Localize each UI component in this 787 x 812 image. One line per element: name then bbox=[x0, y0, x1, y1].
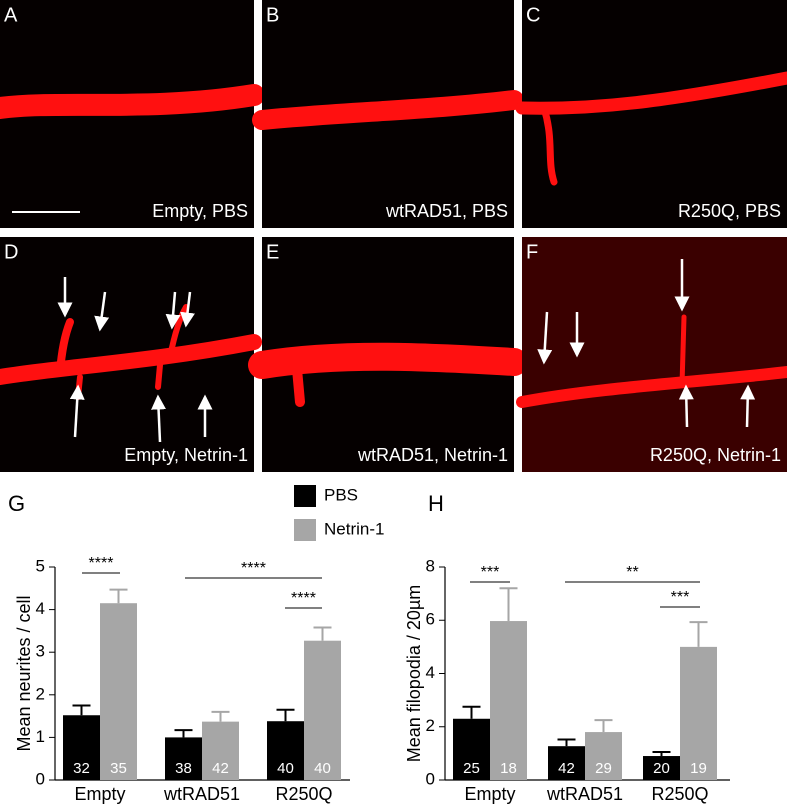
arrow bbox=[678, 384, 694, 428]
bar bbox=[585, 732, 622, 780]
panel-letter: F bbox=[526, 241, 538, 263]
panel-letter: B bbox=[266, 4, 279, 26]
arrow bbox=[537, 311, 553, 365]
significance-label: **** bbox=[291, 590, 316, 607]
y-tick-label: 4 bbox=[36, 599, 45, 618]
bar bbox=[304, 640, 341, 780]
n-label: 42 bbox=[212, 760, 229, 777]
x-tick-label: R250Q bbox=[651, 784, 708, 804]
panel-caption: wtRAD51, PBS bbox=[385, 201, 508, 221]
panel-letter: A bbox=[4, 4, 18, 26]
bar bbox=[100, 603, 137, 780]
neurite bbox=[0, 84, 265, 119]
bar bbox=[165, 737, 202, 780]
panel-caption: Empty, Netrin-1 bbox=[124, 445, 248, 465]
y-tick-label: 5 bbox=[36, 556, 45, 575]
panel-caption: R250Q, PBS bbox=[678, 201, 781, 221]
neurite bbox=[0, 334, 262, 385]
n-label: 40 bbox=[277, 760, 294, 777]
micrograph: C R250Q, PBS bbox=[515, 0, 787, 228]
neurite bbox=[516, 366, 787, 408]
arrow bbox=[94, 291, 110, 332]
legend-label: Netrin-1 bbox=[324, 519, 384, 538]
y-axis-label: Mean neurites / cell bbox=[14, 595, 34, 751]
n-label: 32 bbox=[73, 760, 90, 777]
bar bbox=[63, 715, 100, 780]
y-tick-label: 8 bbox=[426, 556, 435, 575]
neurite bbox=[248, 342, 528, 379]
y-tick-label: 3 bbox=[36, 642, 45, 661]
neurite bbox=[155, 362, 163, 390]
micrograph: A Empty, PBS bbox=[0, 0, 265, 228]
significance-label: *** bbox=[481, 564, 500, 581]
y-tick-label: 2 bbox=[426, 716, 435, 735]
neurite bbox=[679, 314, 687, 388]
neurite bbox=[56, 318, 74, 376]
panel-letter: E bbox=[266, 241, 279, 263]
panel-letter: C bbox=[526, 4, 540, 26]
bar bbox=[680, 646, 717, 780]
panel-letter: G bbox=[8, 491, 25, 516]
n-label: 40 bbox=[314, 760, 331, 777]
arrow bbox=[180, 291, 195, 328]
x-tick-label: Empty bbox=[74, 784, 125, 804]
arrow bbox=[165, 291, 181, 330]
bar bbox=[548, 746, 585, 780]
x-tick-label: wtRAD51 bbox=[546, 784, 623, 804]
significance-label: ** bbox=[626, 564, 638, 581]
neurite bbox=[292, 364, 305, 407]
neurite bbox=[252, 90, 524, 130]
x-tick-label: R250Q bbox=[275, 784, 332, 804]
legend-swatch bbox=[294, 519, 316, 541]
y-tick-label: 4 bbox=[426, 663, 435, 682]
n-label: 38 bbox=[175, 760, 192, 777]
n-label: 35 bbox=[110, 760, 127, 777]
panel-caption: R250Q, Netrin-1 bbox=[650, 445, 781, 465]
bar bbox=[643, 756, 680, 780]
x-tick-label: wtRAD51 bbox=[163, 784, 240, 804]
n-label: 19 bbox=[690, 760, 707, 777]
significance-label: **** bbox=[89, 555, 114, 572]
panel-letter: D bbox=[4, 241, 18, 263]
bar bbox=[202, 721, 239, 780]
n-label: 18 bbox=[500, 760, 517, 777]
panel-letter: H bbox=[428, 491, 444, 516]
y-tick-label: 0 bbox=[36, 769, 45, 788]
y-tick-label: 0 bbox=[426, 769, 435, 788]
significance-label: *** bbox=[671, 589, 690, 606]
panel-caption: wtRAD51, Netrin-1 bbox=[357, 445, 508, 465]
arrow bbox=[740, 384, 756, 428]
neurite bbox=[540, 104, 558, 186]
micrograph: F R250Q, Netrin-1 bbox=[516, 237, 787, 472]
n-label: 25 bbox=[463, 760, 480, 777]
legend-label: PBS bbox=[324, 485, 358, 504]
neurite bbox=[515, 71, 787, 115]
panel-caption: Empty, PBS bbox=[152, 201, 248, 221]
y-axis-label: Mean filopodia / 20µm bbox=[404, 585, 424, 762]
n-label: 20 bbox=[653, 760, 670, 777]
n-label: 29 bbox=[595, 760, 612, 777]
micrograph-background bbox=[522, 237, 787, 472]
n-label: 42 bbox=[558, 760, 575, 777]
arrow bbox=[69, 384, 85, 438]
arrow bbox=[151, 394, 167, 443]
micrograph: D Empty, Netrin-1 bbox=[0, 237, 262, 472]
bar bbox=[490, 621, 527, 780]
bar bbox=[267, 721, 304, 780]
x-tick-label: Empty bbox=[464, 784, 515, 804]
legend-swatch bbox=[294, 485, 316, 507]
y-tick-label: 1 bbox=[36, 727, 45, 746]
bar bbox=[453, 718, 490, 780]
y-tick-label: 6 bbox=[426, 610, 435, 629]
y-tick-label: 2 bbox=[36, 684, 45, 703]
significance-label: **** bbox=[241, 560, 266, 577]
